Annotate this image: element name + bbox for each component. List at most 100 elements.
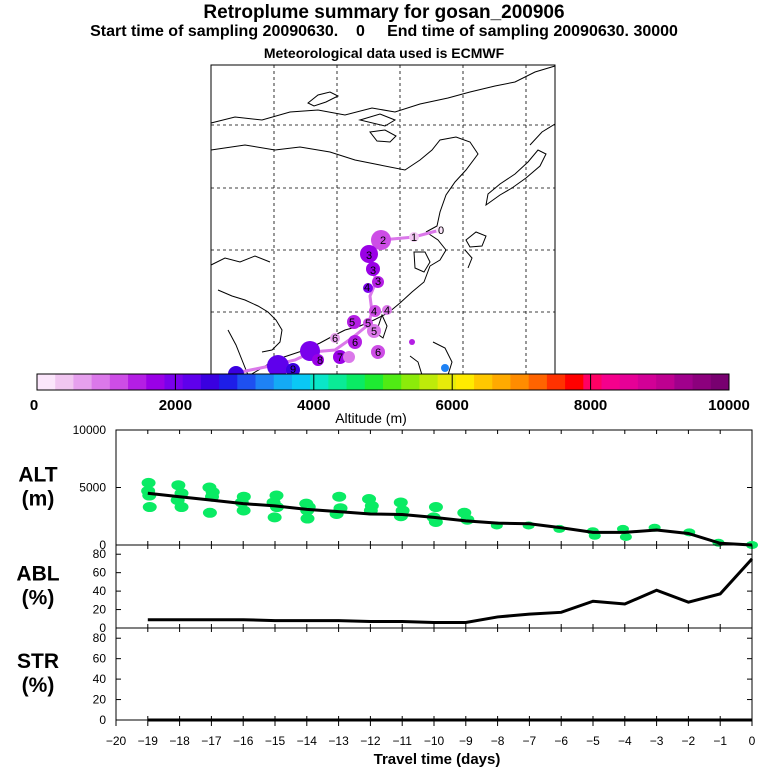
map-gridlines [211,65,555,375]
x-axis: −20 −19 −18 −17 −16 −15 −14 −13 −12 −11 −10 −9 −8 −7−… [106,720,756,748]
altitude-colorbar: 0 2000 4000 6000 8000 10000 Altitude (m) [30,373,750,426]
panel-ytick-label: 0 [99,621,106,635]
colorbar-cell [383,374,402,390]
end-value: 20090630. 30000 [553,23,678,40]
x-tick-label: −16 [233,734,254,748]
plume-blob [348,335,362,349]
map-day-label: 4 [371,306,377,318]
x-tick-label: −10 [424,734,445,748]
x-tick-label: −17 [201,734,222,748]
map-day-label: 9 [290,364,296,376]
colorbar-cell [328,374,348,390]
alt-scatter-point [393,497,408,508]
colorbar-cell [73,374,93,390]
colorbar-cell [601,374,621,390]
plume-blob [369,305,381,317]
x-tick-label: −20 [106,734,127,748]
x-tick-label: −3 [650,734,664,748]
colorbar-cell [91,374,111,390]
plume-blob [330,333,340,343]
panel-ylabel: STR [17,650,59,673]
end-label: End time of sampling [387,23,549,40]
panel-ytick-label: 60 [93,652,107,666]
x-tick-label: −19 [138,734,159,748]
coastlines [210,65,556,376]
map-day-label: 3 [370,265,376,277]
start-label: Start time of sampling [90,23,259,40]
plume-blob [366,262,380,276]
colorbar-cell [291,374,311,390]
panel-yunit: (%) [22,674,55,697]
x-tick-label: −6 [554,734,568,748]
colorbar-tick-label: 2000 [159,397,192,414]
colorbar-cell [437,374,457,390]
colorbar-cell [637,374,657,390]
x-tick-label: −1 [713,734,727,748]
colorbar-cell [109,374,129,390]
colorbar-cell [182,374,202,390]
plume-blob [409,339,415,345]
colorbar-cell [37,374,56,390]
panel-alt: 0 5000 10000 ALT(m) [18,423,758,552]
colorbar-cell [219,374,238,390]
colorbar-tick-label: 0 [30,397,38,414]
map-day-label: 8 [317,355,323,367]
panel-ytick-label: 60 [93,566,107,580]
panel-ytick-label: 80 [93,631,107,645]
colorbar-tick-label: 4000 [297,397,330,414]
plume-blob [372,276,384,288]
map-day-label: 5 [349,317,355,329]
colorbar-cell [455,374,475,390]
alt-scatter-point [142,502,157,513]
colorbar-cell [200,374,220,390]
start-hour: 0 [355,23,365,40]
x-tick-label: −14 [297,734,318,748]
alt-scatter-point [300,513,315,524]
alt-scatter-point [174,502,189,513]
colorbar-cell [528,374,548,390]
x-tick-label: −12 [360,734,381,748]
plume-blob [409,232,419,242]
map-day-label: 3 [366,250,372,262]
x-tick-label: −7 [523,734,537,748]
plume-blob [343,351,355,363]
panel-series-line [147,557,754,624]
plume-blob [312,354,324,366]
plume-blob [363,283,373,293]
map-day-label: 7 [337,352,343,364]
map-day-label: 2 [380,235,386,247]
map-day-label: 5 [365,318,371,330]
x-tick-label: −8 [491,734,505,748]
panel-abl: 0 20 40 60 80 ABL(%) [16,544,754,635]
colorbar-cell [419,374,439,390]
plume-blob [347,315,361,329]
panel-ytick-label: 10000 [73,423,107,437]
alt-scatter-point [332,491,347,502]
plume-blob [436,226,444,234]
x-tick-label: −11 [392,734,412,748]
colorbar-cell [364,374,384,390]
alt-scatter-point [428,517,443,527]
plume-blob [267,355,289,377]
alt-scatter-point [267,512,282,523]
colorbar-cell [656,374,675,390]
panel-ytick-label: 40 [93,672,107,686]
panel-ytick-label: 20 [93,693,107,707]
chart-title: Retroplume summary for gosan_200906 [203,2,565,23]
x-tick-label: −5 [586,734,600,748]
colorbar-cell [510,374,530,390]
met-data-note: Meteorological data used is ECMWF [263,45,505,61]
panel-str: 0 20 40 60 80 STR(%) [17,627,753,727]
panel-frame [115,627,753,721]
colorbar-cell [255,374,275,390]
alt-scatter-point [619,532,632,541]
colorbar-cell [474,374,493,390]
map-day-label: 4 [384,305,390,317]
colorbar-cell [619,374,639,390]
alt-scatter-point [202,507,217,518]
plume-blob [371,345,385,359]
colorbar-tick-label: 6000 [436,397,469,414]
colorbar-tick-label: 10000 [708,397,750,414]
colorbar-cell [692,374,712,390]
